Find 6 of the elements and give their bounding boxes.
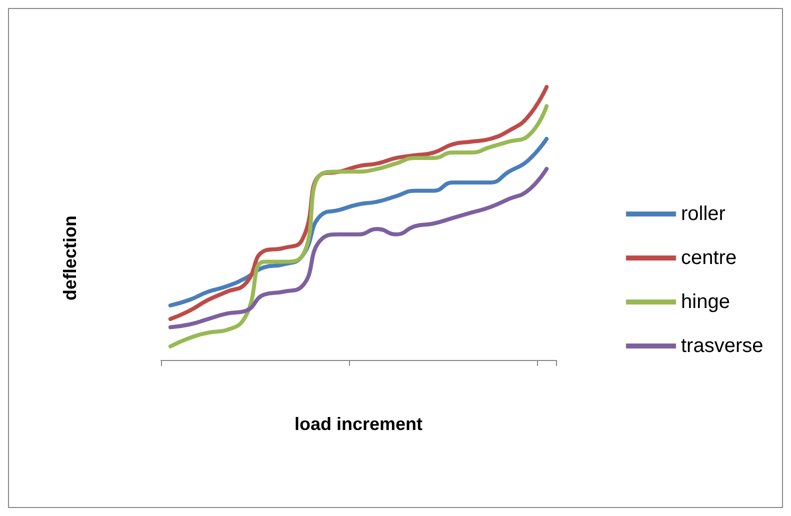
legend-label: roller xyxy=(681,203,726,225)
legend-label: hinge xyxy=(681,291,730,313)
x-axis-title: load increment xyxy=(294,414,423,434)
legend-label: centre xyxy=(681,247,737,269)
legend-label: trasverse xyxy=(681,335,764,357)
y-axis-title: deflection xyxy=(60,215,80,301)
